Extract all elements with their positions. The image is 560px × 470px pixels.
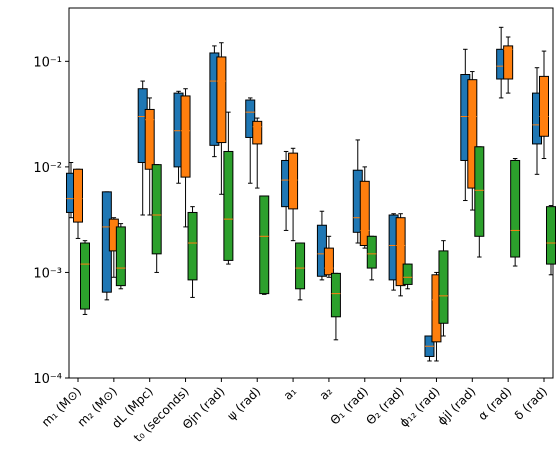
box [539,75,549,137]
box [245,99,256,138]
box [323,247,334,276]
box [288,152,299,210]
x-tick-label: ϕjl (rad) [435,384,479,428]
box [467,79,478,189]
x-tick-label: ϕ₁₂ (rad) [397,384,443,430]
x-tick-label: a₂ [317,384,336,403]
box [144,108,155,170]
box [474,146,485,237]
box [115,226,126,287]
box [223,150,234,261]
box [402,263,413,285]
box [438,250,449,324]
box [510,159,521,258]
y-tick-label: 10⁻¹ [33,55,62,70]
box [73,168,83,223]
y-tick-label: 10⁻³ [33,266,62,281]
y-tick-label: 10⁻⁴ [33,372,62,387]
box [395,217,406,287]
box [546,206,556,265]
box [187,211,198,281]
box [330,272,341,318]
box [359,180,370,246]
box [366,235,377,269]
x-tick-label: a₁ [281,384,300,403]
box [259,195,270,295]
box [216,56,227,144]
box [252,120,263,145]
box [180,95,191,178]
box [80,242,90,310]
y-tick-label: 10⁻² [33,161,62,176]
box [503,45,514,80]
box [151,164,162,255]
x-tick-label: δ (rad) [512,384,550,422]
x-tick-label: ψ (rad) [224,384,263,423]
x-tick-label: α (rad) [475,384,514,423]
box [295,242,306,290]
x-tick-label: Θ₁ (rad) [328,384,371,427]
